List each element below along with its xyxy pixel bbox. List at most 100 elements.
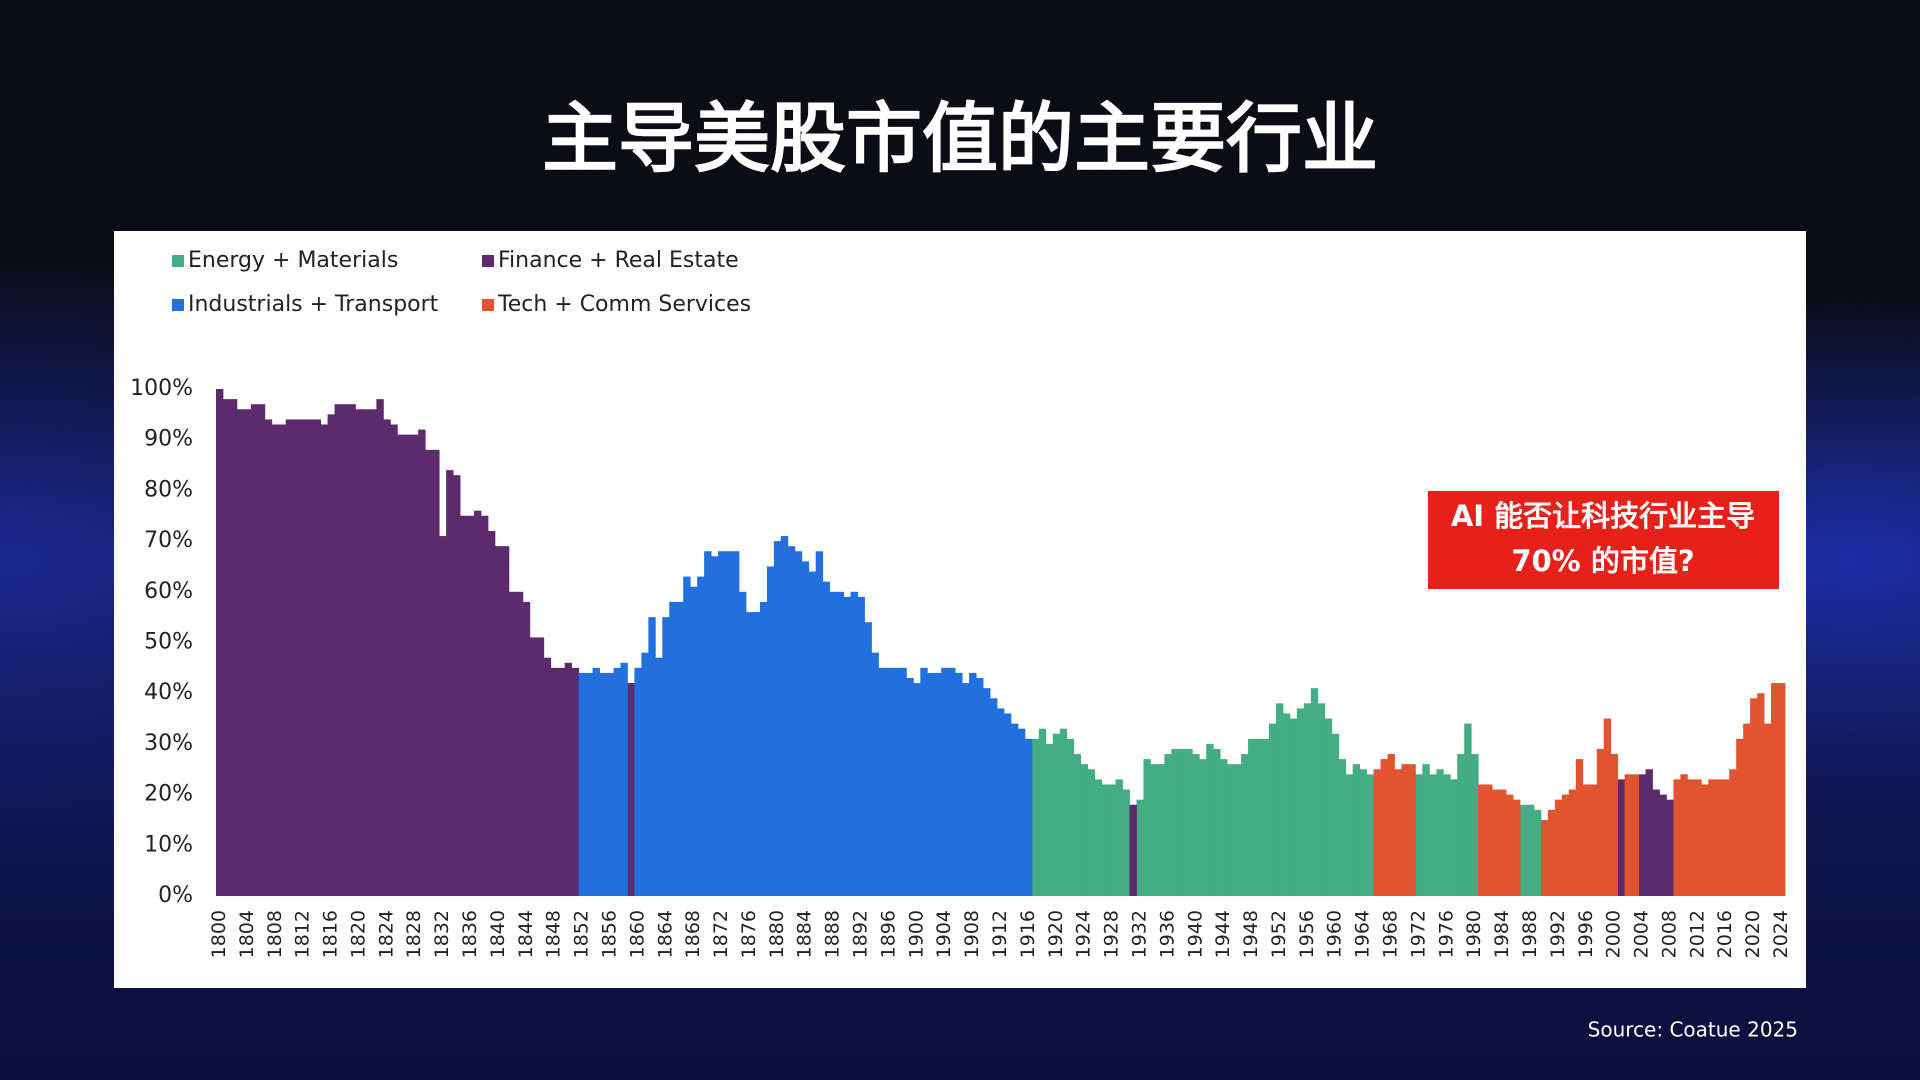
bar: [983, 688, 991, 896]
x-tick-label: 1896: [877, 910, 899, 958]
bar: [557, 667, 566, 896]
bar: [1331, 733, 1340, 896]
bar: [1554, 799, 1563, 896]
bar: [229, 399, 238, 896]
x-tick-label: 1988: [1519, 910, 1541, 958]
bar: [515, 591, 524, 896]
bar: [411, 434, 419, 896]
legend-swatch: [482, 299, 494, 311]
y-tick-label: 80%: [144, 477, 193, 502]
bar: [1478, 784, 1486, 896]
bar: [1610, 754, 1619, 896]
bar: [1443, 774, 1451, 896]
bar: [1415, 774, 1423, 896]
bar: [1234, 764, 1242, 896]
bar: [1499, 789, 1507, 896]
x-tick-label: 2004: [1631, 910, 1653, 958]
x-tick-label: 1876: [738, 910, 760, 958]
bar: [1066, 738, 1075, 896]
x-tick-label: 1840: [487, 910, 509, 958]
bar: [1387, 754, 1395, 896]
x-tick-label: 2024: [1770, 910, 1792, 958]
bar: [320, 424, 328, 896]
bar: [1401, 764, 1409, 896]
bar: [773, 541, 782, 896]
bar: [690, 586, 698, 896]
bar: [474, 510, 482, 896]
x-tick-label: 1972: [1407, 910, 1429, 958]
bar: [1743, 723, 1751, 896]
bar: [1199, 759, 1207, 896]
bar: [766, 566, 775, 896]
bar: [920, 667, 928, 896]
bar: [592, 667, 600, 896]
bar: [627, 683, 635, 896]
x-tick-label: 1868: [682, 910, 704, 958]
bar: [460, 515, 468, 896]
bar: [1366, 774, 1374, 896]
x-tick-label: 1836: [459, 910, 481, 958]
bar: [327, 414, 335, 896]
bar: [1638, 774, 1646, 896]
bar: [522, 601, 531, 896]
bar: [641, 652, 649, 896]
bar: [1282, 713, 1291, 896]
bar: [571, 667, 580, 896]
bar: [1122, 789, 1130, 896]
bar: [662, 617, 670, 896]
bar: [501, 546, 510, 896]
bar: [906, 677, 914, 896]
bar: [1164, 754, 1172, 896]
x-tick-label: 1992: [1547, 910, 1569, 958]
legend-label: Tech + Comm Services: [497, 292, 751, 317]
bar: [355, 409, 363, 896]
bar: [1241, 754, 1249, 896]
bar: [843, 596, 851, 896]
bar: [1345, 774, 1354, 896]
bar: [990, 698, 998, 896]
bar: [1310, 688, 1319, 896]
bar: [1359, 769, 1367, 896]
bar: [1547, 809, 1556, 896]
bar: [1338, 759, 1347, 896]
bar: [725, 551, 733, 896]
x-tick-label: 1880: [766, 910, 788, 958]
bar: [1764, 723, 1772, 896]
bar: [1394, 769, 1402, 896]
x-tick-label: 1940: [1184, 910, 1206, 958]
x-tick-label: 1832: [431, 910, 453, 958]
bar: [1296, 708, 1305, 896]
bar: [1073, 754, 1082, 896]
bar: [1603, 718, 1612, 896]
bar: [313, 419, 321, 896]
x-tick-label: 1804: [236, 910, 258, 958]
bar: [976, 677, 984, 896]
bar: [250, 404, 259, 896]
bar: [1485, 784, 1493, 896]
bar: [1450, 779, 1458, 896]
bar: [962, 683, 970, 896]
bar: [857, 596, 865, 896]
bar: [564, 662, 573, 896]
bar: [1248, 738, 1256, 896]
bar: [885, 667, 893, 896]
bar: [697, 576, 705, 896]
bar: [1324, 718, 1333, 896]
bar: [543, 657, 552, 896]
bar: [1017, 728, 1026, 896]
x-tick-label: 2012: [1686, 910, 1708, 958]
bar: [1771, 683, 1779, 896]
x-tick-label: 1968: [1380, 910, 1402, 958]
bar: [850, 591, 858, 896]
bar: [1750, 698, 1758, 896]
bar: [1268, 723, 1277, 896]
bar: [1136, 799, 1144, 896]
x-tick-label: 1964: [1352, 910, 1374, 958]
bar: [376, 399, 384, 896]
x-tick-label: 1812: [292, 910, 314, 958]
bar: [292, 419, 301, 896]
bar: [613, 667, 621, 896]
bar: [752, 612, 761, 896]
legend-swatch: [172, 255, 184, 267]
